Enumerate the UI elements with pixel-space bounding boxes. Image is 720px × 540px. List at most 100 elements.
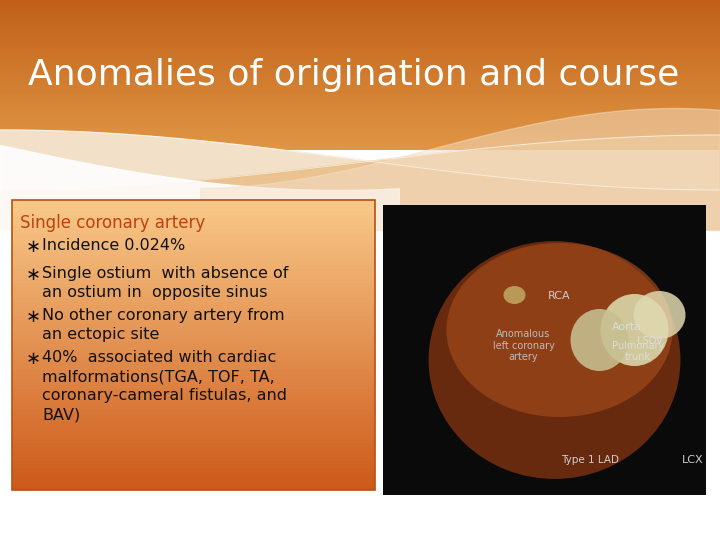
Bar (12, 200, 375, 204)
Bar (0, 138, 720, 140)
Bar (0, 63, 720, 65)
Bar (0, 147, 720, 150)
Bar (12, 479, 375, 483)
Bar (12, 218, 375, 222)
Bar (0, 17, 720, 20)
Bar (12, 305, 375, 309)
Ellipse shape (428, 241, 680, 479)
Bar (0, 105, 720, 107)
Ellipse shape (570, 309, 629, 371)
Bar (12, 461, 375, 464)
Bar (12, 316, 375, 320)
Bar (12, 200, 375, 490)
Bar (12, 487, 375, 490)
Bar (383, 205, 706, 495)
Bar (0, 107, 720, 110)
Text: 40%  associated with cardiac
malformations(TGA, TOF, TA,
coronary-cameral fistul: 40% associated with cardiac malformation… (42, 350, 287, 423)
Bar (0, 103, 720, 105)
Bar (12, 443, 375, 447)
Text: ∗: ∗ (26, 266, 41, 284)
Bar (12, 211, 375, 214)
Text: LCX: LCX (683, 455, 704, 465)
Ellipse shape (503, 286, 526, 304)
Bar (12, 312, 375, 316)
Text: No other coronary artery from
an ectopic site: No other coronary artery from an ectopic… (42, 308, 284, 342)
Bar (12, 258, 375, 261)
Ellipse shape (634, 291, 685, 339)
Bar (0, 65, 720, 68)
Bar (12, 309, 375, 312)
Bar (12, 320, 375, 323)
Bar (0, 15, 720, 17)
Bar (12, 327, 375, 330)
Text: RCA: RCA (548, 292, 570, 301)
Bar (0, 87, 720, 90)
Bar (12, 341, 375, 345)
Bar (12, 392, 375, 396)
Bar (12, 417, 375, 421)
Bar (0, 130, 720, 132)
Bar (0, 20, 720, 23)
Bar (0, 125, 720, 127)
Bar (0, 80, 720, 83)
Bar (0, 68, 720, 70)
Bar (0, 55, 720, 57)
Bar (12, 349, 375, 352)
Bar (12, 273, 375, 276)
Bar (12, 334, 375, 338)
Bar (0, 118, 720, 120)
Text: ∗: ∗ (26, 308, 41, 326)
Bar (0, 32, 720, 35)
Bar (12, 233, 375, 237)
Bar (0, 143, 720, 145)
Bar (0, 25, 720, 28)
Bar (0, 43, 720, 45)
Bar (12, 298, 375, 301)
Bar (12, 269, 375, 273)
Bar (12, 356, 375, 360)
Bar (12, 214, 375, 218)
Bar (12, 222, 375, 225)
Bar (12, 207, 375, 211)
Bar (12, 400, 375, 403)
Bar (0, 145, 720, 147)
Bar (12, 374, 375, 377)
Bar (12, 436, 375, 439)
Bar (12, 338, 375, 341)
Bar (12, 363, 375, 367)
Bar (0, 95, 720, 98)
Bar (0, 0, 720, 3)
Bar (12, 352, 375, 356)
Bar (0, 3, 720, 5)
Bar (0, 78, 720, 80)
Bar (12, 428, 375, 432)
Text: ∗: ∗ (26, 350, 41, 368)
Bar (0, 123, 720, 125)
Bar (12, 294, 375, 298)
Text: ∗: ∗ (26, 238, 41, 256)
Text: Type 1 LAD: Type 1 LAD (561, 455, 618, 465)
Bar (12, 229, 375, 233)
Bar (0, 120, 720, 123)
Bar (0, 110, 720, 112)
Bar (12, 251, 375, 254)
Bar (12, 407, 375, 410)
Bar (0, 70, 720, 72)
Bar (0, 30, 720, 32)
Bar (12, 414, 375, 417)
Bar (0, 12, 720, 15)
Bar (12, 323, 375, 327)
Bar (0, 90, 720, 92)
Bar (12, 261, 375, 265)
Bar (0, 135, 720, 138)
Text: Anomalies of origination and course: Anomalies of origination and course (28, 58, 679, 92)
Bar (12, 476, 375, 479)
Bar (0, 112, 720, 115)
Bar (12, 367, 375, 370)
Bar (0, 52, 720, 55)
Bar (12, 225, 375, 229)
Bar (12, 457, 375, 461)
Bar (0, 5, 720, 8)
Bar (12, 381, 375, 385)
Bar (12, 464, 375, 468)
